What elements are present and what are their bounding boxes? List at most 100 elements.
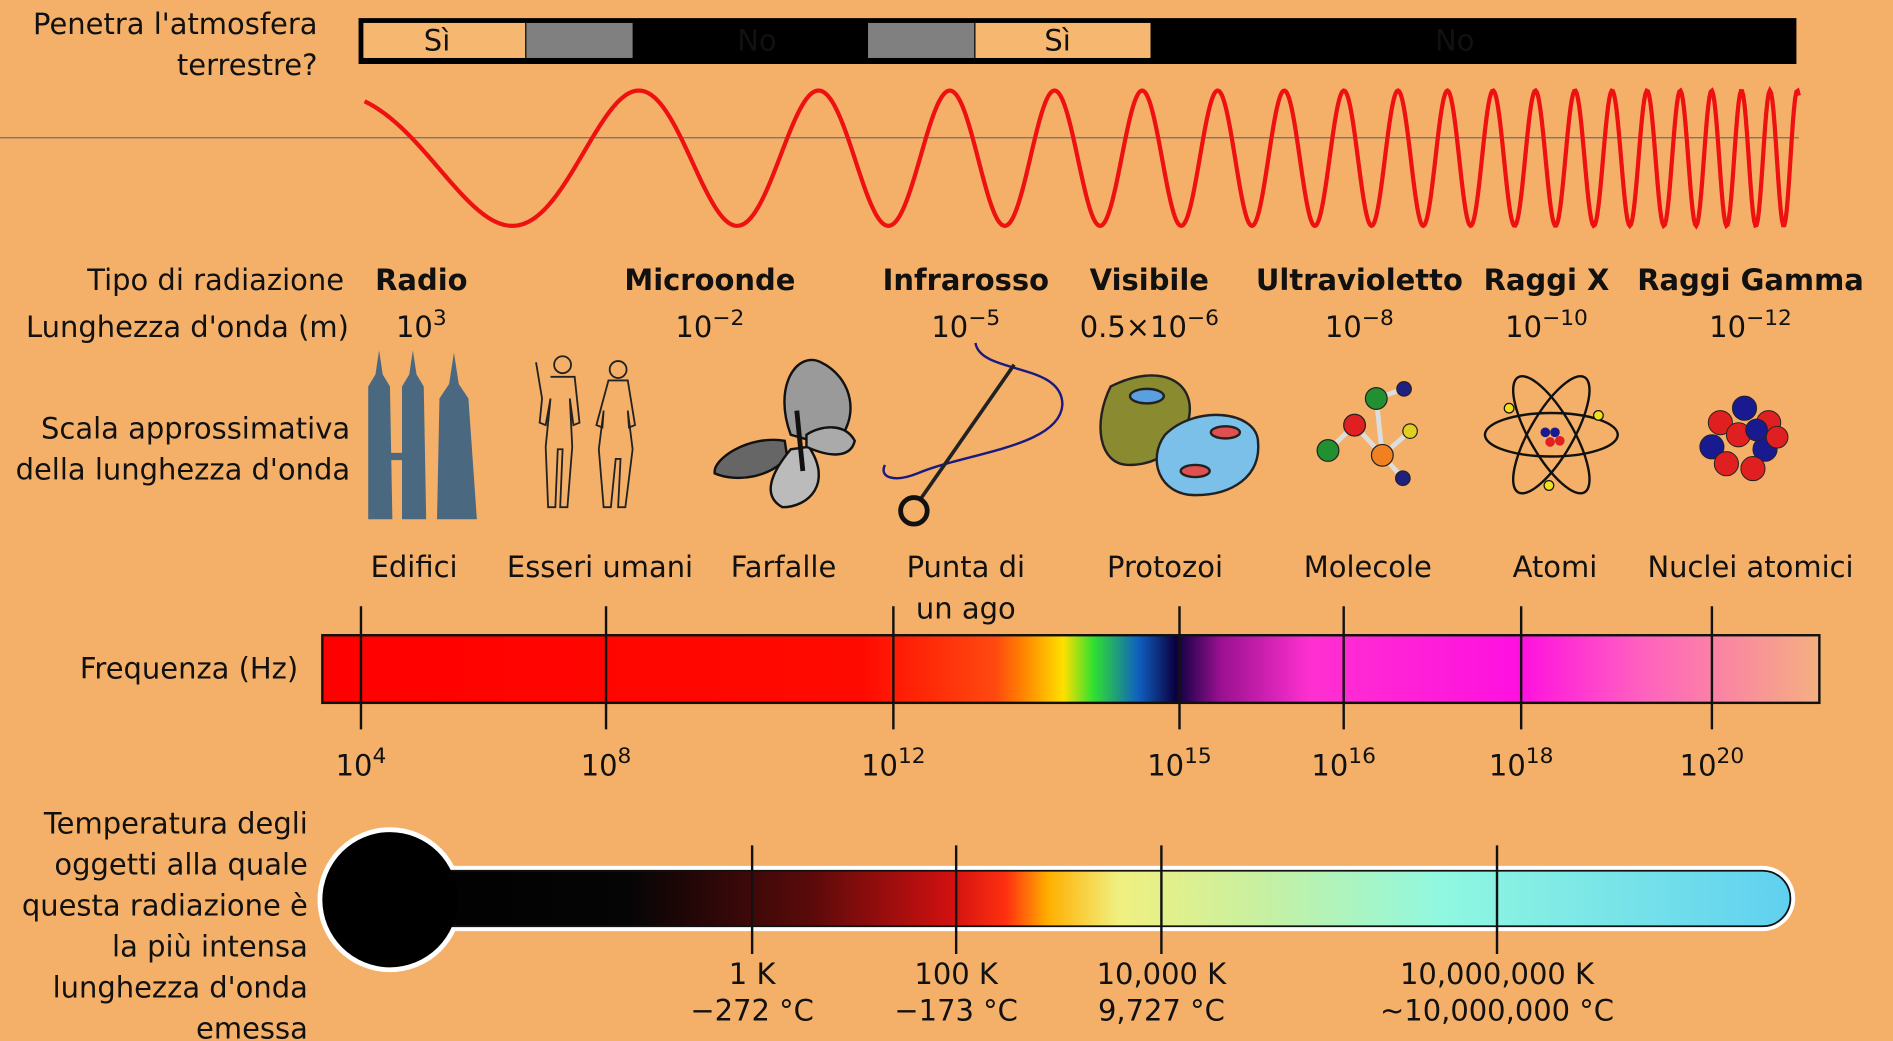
thermometer-tube	[390, 871, 1790, 927]
temperature-label: oggetti alla quale	[54, 847, 307, 881]
band-wavelength-exponent: −2	[712, 306, 744, 331]
thermometer-bulb	[322, 832, 457, 967]
scale-example: Farfalle	[731, 550, 837, 584]
atmosphere-partial	[526, 23, 632, 58]
icon-molecule-part-part	[1344, 414, 1366, 436]
icon-nucleus-part	[1714, 452, 1738, 476]
icon-molecule-part-part	[1365, 388, 1387, 410]
band-wavelength: 10−5	[931, 306, 1000, 344]
wavelength-label: Lunghezza d'onda (m)	[26, 310, 349, 344]
band-wavelength: 103	[396, 306, 447, 344]
atmosphere-answer: Sì	[1044, 24, 1070, 58]
frequency-tick-label-base: 10	[1489, 748, 1526, 782]
band-name: Visibile	[1090, 263, 1209, 297]
frequency-tick-label: 108	[581, 744, 632, 782]
icon-needle-part	[920, 365, 1014, 500]
temperature-kelvin: 100 K	[914, 957, 998, 991]
scale-example: Esseri umani	[507, 550, 693, 584]
temperature-celsius: −272 °C	[690, 993, 813, 1027]
icon-buildings-part	[386, 453, 405, 460]
temperature-label: Temperatura degli	[43, 806, 308, 840]
band-wavelength-exponent: −5	[968, 306, 1000, 331]
icon-atom-part-part	[1550, 428, 1560, 438]
frequency-tick-label-base: 10	[581, 748, 618, 782]
scale-example: Atomi	[1513, 550, 1598, 584]
band-wavelength: 10−10	[1505, 306, 1588, 344]
scale-example: Nuclei atomici	[1647, 550, 1853, 584]
scale-example: Molecole	[1304, 550, 1432, 584]
icon-atom-part-part	[1594, 411, 1604, 421]
band-name: Raggi X	[1484, 263, 1610, 297]
scale-example: Protozoi	[1107, 550, 1223, 584]
band-wavelength-base: 10	[1505, 310, 1542, 344]
temperature-kelvin: 10,000,000 K	[1400, 957, 1595, 991]
atmosphere-answer: No	[737, 24, 776, 58]
frequency-tick-label-exponent: 16	[1348, 744, 1376, 769]
frequency-bar	[322, 635, 1819, 703]
scale-example: un ago	[916, 591, 1016, 625]
icon-humans-part	[554, 356, 571, 373]
icon-needle	[884, 343, 1063, 524]
scale-example: Edifici	[371, 550, 458, 584]
frequency-tick-label-base: 10	[1311, 748, 1348, 782]
frequency-tick-label-exponent: 20	[1717, 744, 1745, 769]
band-wavelength-base: 10	[675, 310, 712, 344]
frequency-tick-label-base: 10	[1147, 748, 1184, 782]
frequency-tick-label: 1015	[1147, 744, 1212, 782]
icon-buildings-part	[402, 350, 426, 519]
frequency-tick-label: 104	[336, 744, 387, 782]
icon-buildings	[368, 350, 477, 519]
icon-nucleus	[1700, 396, 1788, 481]
frequency-tick-label-exponent: 15	[1184, 744, 1212, 769]
wave	[365, 91, 1799, 226]
band-wavelength-base: 10	[1325, 310, 1362, 344]
icon-protozoa-part	[1130, 389, 1164, 403]
atmosphere-answer: No	[1435, 24, 1474, 58]
frequency-tick-label-base: 10	[861, 748, 898, 782]
band-wavelength-base: 10	[1709, 310, 1746, 344]
icon-butterfly	[715, 360, 855, 507]
scale-label: della lunghezza d'onda	[16, 452, 351, 486]
frequency-tick-label-exponent: 12	[898, 744, 926, 769]
icon-atom-part-part	[1544, 481, 1554, 491]
band-name: Ultravioletto	[1256, 263, 1463, 297]
icon-molecule	[1317, 382, 1417, 486]
icon-humans-part	[610, 361, 627, 378]
band-wavelength-base: 10	[931, 310, 968, 344]
band-wavelength: 10−2	[675, 306, 744, 344]
atmosphere-label: terrestre?	[177, 48, 318, 82]
band-wavelength-exponent: −6	[1187, 306, 1219, 331]
frequency-tick-label-exponent: 18	[1526, 744, 1554, 769]
icon-nucleus-part	[1741, 456, 1765, 480]
icon-protozoa-part	[1211, 426, 1240, 438]
temperature-celsius: 9,727 °C	[1098, 993, 1225, 1027]
frequency-tick-label-exponent: 4	[372, 744, 386, 769]
icon-molecule-part-part	[1396, 471, 1410, 485]
band-wavelength-exponent: −10	[1542, 306, 1588, 331]
band-wavelength-base: 0.5×10	[1080, 310, 1187, 344]
frequency-tick-label-base: 10	[1680, 748, 1717, 782]
spectrum-diagram: Penetra l'atmosferaterrestre?SìNoSìNoTip…	[0, 0, 1893, 1041]
icon-needle-part	[901, 498, 928, 525]
page: Penetra l'atmosferaterrestre?SìNoSìNoTip…	[0, 0, 1893, 1041]
frequency-tick-label: 1018	[1489, 744, 1554, 782]
temperature-celsius: ~10,000,000 °C	[1380, 993, 1614, 1027]
temperature-kelvin: 10,000 K	[1097, 957, 1228, 991]
icon-humans-part	[536, 362, 579, 507]
frequency-tick-label: 1012	[861, 744, 926, 782]
band-name: Radio	[375, 263, 467, 297]
icon-humans-part	[596, 380, 635, 507]
temperature-celsius: −173 °C	[894, 993, 1017, 1027]
band-name: Infrarosso	[883, 263, 1049, 297]
band-wavelength-base: 10	[396, 310, 433, 344]
icon-nucleus-part	[1746, 419, 1768, 441]
icon-atom-part-part	[1504, 403, 1514, 413]
band-wavelength: 10−8	[1325, 306, 1394, 344]
scale-example: Punta di	[907, 550, 1025, 584]
icon-molecule-part-part	[1371, 444, 1393, 466]
frequency-tick-label-base: 10	[336, 748, 373, 782]
frequency-tick-label: 1020	[1680, 744, 1745, 782]
icon-atom-part-part	[1555, 436, 1565, 446]
band-wavelength-exponent: 3	[433, 306, 447, 331]
icon-molecule-part-part	[1403, 424, 1417, 438]
